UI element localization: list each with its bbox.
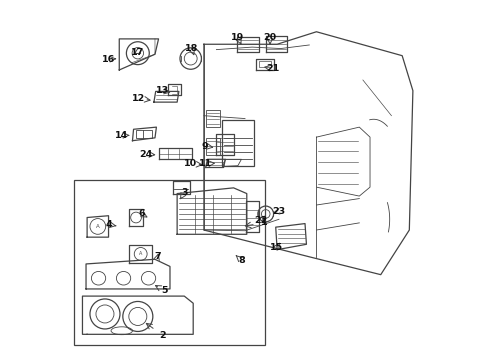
Text: 3: 3: [181, 188, 188, 197]
Text: 2: 2: [160, 331, 166, 340]
Text: 17: 17: [130, 48, 144, 57]
Text: 21: 21: [266, 64, 279, 73]
Text: 9: 9: [202, 141, 208, 150]
Bar: [259, 61, 270, 67]
Bar: [222, 120, 254, 166]
Text: 14: 14: [115, 131, 128, 140]
Bar: [74, 180, 265, 345]
Text: A: A: [139, 251, 143, 256]
Text: 23: 23: [272, 207, 286, 216]
Text: 10: 10: [184, 159, 197, 168]
Text: 7: 7: [154, 252, 161, 261]
Text: 5: 5: [161, 286, 168, 295]
Text: 15: 15: [270, 243, 283, 252]
Text: 12: 12: [132, 94, 145, 103]
Text: 18: 18: [185, 44, 198, 53]
Text: 6: 6: [138, 210, 145, 219]
Text: 1: 1: [261, 219, 268, 228]
Text: 4: 4: [106, 220, 113, 229]
Text: 8: 8: [238, 256, 245, 265]
Text: 24: 24: [139, 150, 152, 159]
Text: 16: 16: [102, 55, 115, 64]
Text: 22: 22: [254, 216, 268, 225]
Bar: [206, 138, 220, 155]
Text: 20: 20: [264, 33, 276, 42]
Text: 19: 19: [231, 33, 245, 42]
Bar: [136, 130, 152, 138]
Text: 13: 13: [155, 86, 169, 95]
Text: A: A: [96, 224, 99, 229]
Text: 11: 11: [199, 159, 212, 168]
Bar: [206, 110, 220, 127]
